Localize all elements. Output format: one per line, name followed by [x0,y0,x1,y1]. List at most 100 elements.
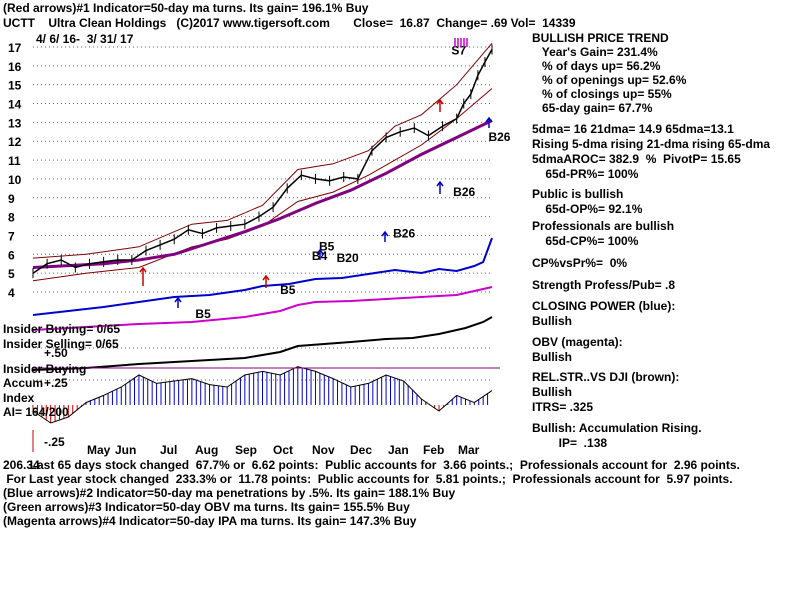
right-panel-line: BULLISH PRICE TREND [532,31,669,45]
x-tick-label: Aug [195,443,218,457]
right-panel-line: Public is bullish [532,187,624,201]
x-tick-label: Mar [458,443,480,457]
right-panel-line: % of openings up= 52.6% [532,73,687,87]
accumulation-index [32,366,493,424]
y-tick-label: 7 [8,229,15,243]
x-tick-label: Oct [273,443,293,457]
x-tick-label: Jun [115,443,136,457]
y-tick-label: 4 [8,286,15,300]
right-panel-line: ITRS= .325 [532,400,594,414]
footer-line: (Magenta arrows)#4 Indicator=50-day IPA … [3,514,417,528]
signal-arrow-head [436,98,444,105]
x-tick-label: May [87,443,111,457]
chart-annotation: B26 [453,185,475,199]
chart-annotation: B5 [195,307,211,321]
y-tick-label: 10 [8,173,22,187]
x-tick-label: Sep [235,443,257,457]
signal-arrow-head [139,266,147,273]
right-panel-line: Year's Gain= 231.4% [532,45,658,59]
right-panel-line: 5dmaAROC= 382.9 % PivotP= 15.65 [532,152,741,166]
signal-arrow-head [485,116,493,123]
y-tick-label: 8 [8,211,15,225]
x-tick-label: Dec [350,443,372,457]
right-panel-line: Bullish [532,350,573,364]
price-bands [32,42,493,282]
price-series [32,44,493,279]
y-tick-labels: 4 5 6 7 8 9 10 11 12 13 14 15 16 17 [8,41,22,300]
signal-arrow-head [316,248,324,255]
overprint-code: 206.34 [3,458,40,472]
accum-plus25-label: +.25 [44,376,68,390]
y-tick-label: 16 [8,60,22,74]
right-panel-line: % of days up= 56.2% [532,59,661,73]
y-tick-label: 9 [8,192,15,206]
insider-buying-label: Insider Buying= 0/65 [3,322,121,336]
price-grid [33,46,492,381]
right-panel-line: Bullish [532,314,573,328]
accum-minus25-label: -.25 [44,435,65,449]
right-panel-line: Professionals are bullish [532,219,675,233]
indicator-series [32,237,493,371]
chart-annotation: B20 [337,251,359,265]
upper-band-line [32,42,493,259]
footer-line: Last 65 days stock changed 67.7% or 6.62… [3,458,740,472]
footer-line: (Green arrows)#3 Indicator=50-day OBV ma… [3,500,410,514]
right-panel-line: 65d-PR%= 100% [532,167,639,181]
right-panel-line: Bullish [532,385,573,399]
chart-annotation: B26 [393,226,415,240]
right-panel-line: 65d-CP%= 100% [532,234,639,248]
price-line [32,49,493,274]
chart-date-range: 4/ 6/ 16- 3/ 31/ 17 [36,32,134,46]
chart-annotation: B5 [319,240,335,254]
y-tick-label: 12 [8,135,22,149]
right-panel-line: OBV (magenta): [532,335,623,349]
y-tick-label: 17 [8,41,22,55]
x-tick-label: Jan [388,443,409,457]
signal-arrow-head [436,180,444,187]
chart-annotations: S7B26B26B26B5B4B20B5B5 [139,38,511,321]
right-panel-line: CLOSING POWER (blue): [532,299,676,313]
x-tick-label: Feb [423,443,444,457]
lower-band-line [32,88,493,282]
right-panel-line: IP= .138 [532,436,608,450]
right-panel-line: CP%vsPr%= 0% [532,256,628,270]
signal-arrow-head [381,230,389,237]
x-tick-label: Jul [160,443,177,457]
index-label: Index [3,391,35,405]
insider-buying-label-2: Insider Buying [3,362,87,376]
y-tick-label: 14 [8,98,22,112]
right-panel-line: REL.STR..VS DJI (brown): [532,370,680,384]
chart-annotation: S7 [451,44,466,58]
chart-annotation: B26 [488,130,510,144]
y-tick-label: 13 [8,116,22,130]
x-tick-labels: May Jun Jul Aug Sep Oct Nov Dec Jan Feb Mar [87,443,480,457]
chart-annotation: B5 [280,283,296,297]
right-panel-line: 65d-OP%= 92.1% [532,202,643,216]
right-panel-line: Strength Profess/Pub= .8 [532,278,676,292]
right-panel-line: Rising 5-dma rising 21-dma rising 65-dma [532,137,771,151]
accum-label: Accum [3,376,44,390]
signal-arrow-head [174,296,182,303]
ai-label: AI= 164/200 [3,405,69,419]
obv-line [32,286,493,331]
accum-plus50-label: +.50 [44,346,68,360]
ma65-line [32,119,493,269]
footer-line: (Blue arrows)#2 Indicator=50-day ma pene… [3,486,456,500]
signal-arrow-head [262,274,270,281]
y-tick-label: 5 [8,267,15,281]
header-indicator-line: (Red arrows)#1 Indicator=50-day ma turns… [3,1,369,15]
footer-line: For Last year stock changed 233.3% or 11… [3,472,733,486]
y-tick-label: 11 [8,154,21,168]
right-panel-line: 5dma= 16 21dma= 14.9 65dma=13.1 [532,122,734,136]
moving-average-65 [32,119,493,269]
closing-power-line [32,237,493,316]
y-tick-label: 6 [8,248,15,262]
right-panel-line: Bullish: Accumulation Rising. [532,421,702,435]
y-tick-label: 15 [8,79,22,93]
insider-selling-label: Insider Selling= 0/65 [3,337,119,351]
rel-strength-line [32,316,493,371]
accum-ma-line [32,366,493,424]
x-tick-label: Nov [312,443,335,457]
header-ticker-line: UCTT Ultra Clean Holdings (C)2017 www.ti… [3,16,576,30]
